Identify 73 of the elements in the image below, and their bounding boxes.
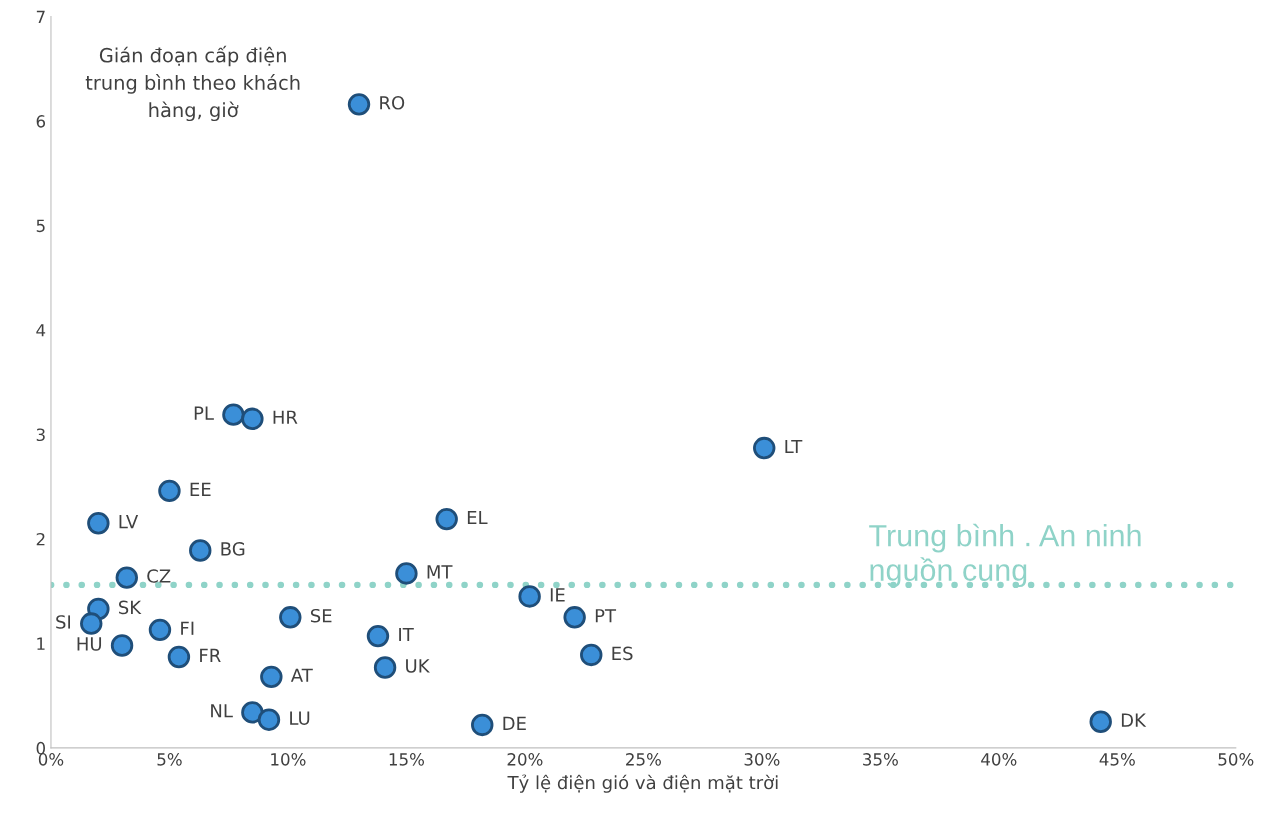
x-tick-label: 50% — [1218, 753, 1254, 766]
annotation: PT — [595, 609, 617, 623]
annotation: LV — [119, 515, 139, 529]
point — [395, 562, 418, 585]
x-tick-label: 10% — [271, 753, 306, 766]
ref-line-label: Trung bình . An ninh nguồn cung — [869, 523, 1141, 588]
point — [471, 713, 494, 737]
point — [257, 708, 281, 731]
point — [518, 585, 541, 608]
y-tick-label: 3 — [36, 428, 45, 442]
x-tick-label: 20% — [507, 753, 543, 766]
point — [260, 665, 283, 689]
point — [158, 479, 181, 503]
annotation: AT — [290, 668, 313, 682]
annotation: HR — [273, 410, 298, 424]
annotation: PL — [194, 406, 214, 420]
annotation: EL — [467, 510, 488, 525]
annotation: MT — [427, 565, 453, 579]
annotation: SI — [56, 615, 71, 629]
y-tick-label: 6 — [36, 115, 46, 128]
point — [753, 436, 776, 460]
annotation: DE — [503, 716, 526, 730]
annotation: ES — [612, 646, 633, 661]
point — [87, 512, 110, 535]
annotation: CZ — [147, 569, 171, 583]
point — [167, 645, 191, 669]
annotation: SE — [310, 608, 332, 623]
annotation: HU — [77, 637, 102, 651]
annotation: IE — [550, 588, 565, 602]
annotation: BG — [221, 542, 245, 556]
y-tick-label: 7 — [36, 10, 45, 23]
point — [241, 407, 264, 431]
annotation: DK — [1121, 713, 1147, 727]
y-tick-label: 0 — [36, 741, 45, 755]
annotation: EE — [190, 482, 211, 496]
y-tick-label: 5 — [36, 219, 45, 233]
annotation: IT — [399, 627, 414, 642]
point — [435, 507, 458, 531]
x-tick-label: 15% — [389, 753, 425, 766]
x-tick-label: 5% — [157, 753, 182, 766]
point — [279, 606, 302, 629]
annotation: RO — [380, 95, 405, 110]
point — [580, 643, 603, 667]
point — [80, 612, 103, 635]
point — [347, 93, 371, 116]
x-tick-label: 35% — [863, 753, 898, 766]
point — [115, 566, 138, 589]
point — [222, 403, 245, 426]
point — [563, 606, 586, 629]
y-tick-label: 2 — [36, 532, 45, 546]
point — [366, 624, 390, 648]
annotation: FR — [200, 648, 221, 662]
y-tick-label: 1 — [37, 637, 45, 650]
x-tick-label: 40% — [981, 753, 1017, 766]
y-axis-title: Gián đoạn cấp điện trung bình theo khách hàng, giờ — [85, 45, 300, 122]
point — [241, 701, 264, 724]
point — [373, 656, 397, 679]
annotation: FI — [181, 621, 194, 635]
point — [110, 634, 134, 657]
annotation: UK — [406, 659, 430, 673]
annotation: SK — [118, 600, 142, 615]
annotation: NL — [211, 704, 233, 718]
y-tick-label: 4 — [36, 324, 46, 337]
annotation: LU — [290, 711, 310, 725]
x-tick-label: 25% — [626, 753, 661, 766]
annotation: LT — [785, 439, 803, 454]
x-tick-label: 45% — [1099, 753, 1135, 766]
point — [148, 618, 172, 642]
x-tick-label: 0% — [38, 753, 64, 766]
x-axis-title: Tỷ lệ điện gió và điện mặt trời — [507, 774, 778, 793]
point — [1089, 710, 1112, 733]
x-tick-label: 30% — [744, 753, 780, 766]
point — [189, 539, 212, 562]
